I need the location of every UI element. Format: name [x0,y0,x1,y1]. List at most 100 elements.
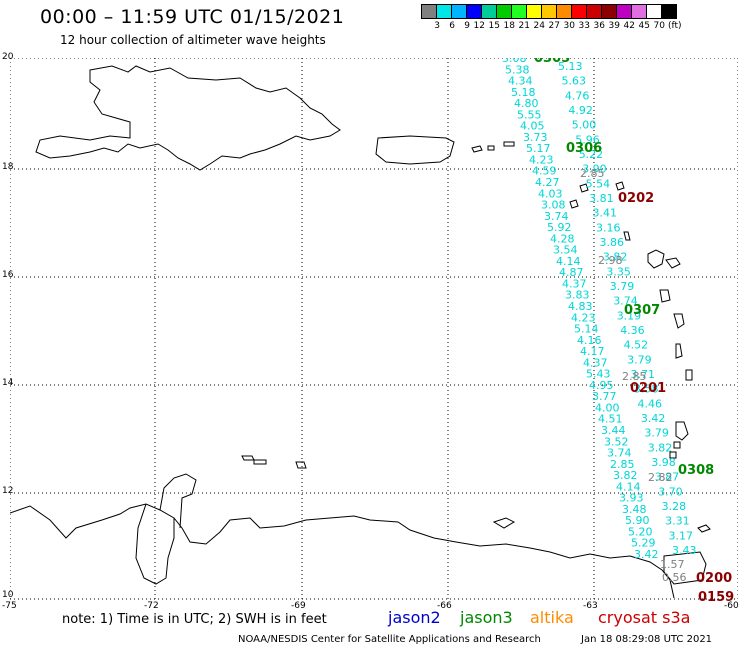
wave-height-value: 3.83 [565,289,590,302]
wave-height-value: 4.51 [598,413,623,426]
pass-time-label: 0201 [630,381,666,396]
wave-height-value: 3.70 [658,485,683,498]
wave-height-value: 4.80 [514,97,539,110]
wave-height-value: 5.38 [505,63,530,76]
wave-height-value: 3.82 [648,441,673,454]
wave-height-value: 4.36 [620,324,645,337]
legend-swatch [646,4,662,19]
wave-height-value: 3.44 [601,424,626,437]
legend-label: 12 [473,21,485,31]
wave-height-value: 5.92 [547,221,572,234]
legend-swatch [586,4,602,19]
legend-label: 70 [653,21,665,31]
longitude-label: -75 [2,601,17,611]
wave-height-value: 3.48 [622,503,647,516]
trinidad [663,551,707,585]
map-subtitle: 12 hour collection of altimeter wave hei… [60,33,326,47]
wave-height-value: 3.41 [593,207,618,220]
low-wave-value: 2.85 [622,370,647,383]
wave-height-value: 3.82 [613,469,638,482]
satellite-name: altika [530,608,574,627]
generation-timestamp: Jan 18 08:29:08 UTC 2021 [581,634,713,645]
low-wave-value: 0.56 [662,571,687,584]
wave-height-value: 3.79 [627,353,652,366]
wave-height-value: 4.28 [550,232,575,245]
wave-height-value: 3.98 [651,456,676,469]
legend-swatch [571,4,587,19]
satellite-name: jason3 [460,608,513,627]
wave-height-value: 3.77 [592,390,617,403]
lake-maracaibo [135,503,175,585]
low-wave-value: 2.82 [648,471,673,484]
wave-height-value: 4.03 [538,187,563,200]
legend-swatch [541,4,557,19]
cyan-wave-track: 5.085.384.345.184.805.554.053.735.174.23… [502,58,697,561]
margarita-island [492,517,516,529]
wave-height-value: 4.34 [508,75,533,88]
wave-height-value: 4.83 [568,300,593,313]
wave-height-value: 3.43 [672,544,697,557]
wave-height-value: 4.95 [589,379,614,392]
hispaniola-coastline [35,65,341,171]
wave-height-value: 4.00 [595,402,620,415]
legend-label: 39 [608,21,620,31]
abc-islands [241,455,307,469]
wave-height-value: 5.43 [586,368,611,381]
wave-height-value: 2.85 [610,458,635,471]
credit-line: NOAA/NESDIS Center for Satellite Applica… [238,634,541,645]
pass-time-label: 0305 [534,58,570,66]
wave-height-value: 5.18 [511,86,536,99]
pass-time-label: 0202 [618,191,654,206]
wave-height-value: 3.52 [604,435,629,448]
wave-height-value: 5.96 [575,133,600,146]
longitude-label: -60 [724,601,739,611]
footer-note: note: 1) Time is in UTC; 2) SWH is in fe… [62,612,327,627]
paraguana-peninsula [159,473,197,529]
wave-height-value: 4.16 [577,334,602,347]
wave-height-value: 3.79 [644,427,669,440]
latitude-label: 10 [2,590,14,600]
longitude-label: -66 [437,601,452,611]
wave-height-value: 5.90 [625,514,650,527]
pass-time-label: 0200 [696,571,732,586]
longitude-label: -63 [583,601,598,611]
puerto-rico-coastline [375,135,455,165]
low-wave-value: 2.98 [598,254,623,267]
color-legend-labels: 3 6 9 12 15 18 21 24 27 30 33 36 39 42 45 70 (ft) [425,21,681,31]
coastlines [10,65,711,599]
latitude-label: 14 [2,378,14,388]
wave-height-value: 5.17 [526,142,551,155]
wave-height-value: 3.17 [669,529,694,542]
legend-swatch [526,4,542,19]
wave-height-value: 4.76 [565,89,590,102]
wave-height-value: 4.52 [624,339,649,352]
wave-height-value: 5.13 [558,60,583,73]
longitude-label: -72 [144,601,159,611]
virgin-islands [471,141,515,153]
map-title: 00:00 – 11:59 UTC 01/15/2021 [40,6,345,28]
legend-swatch [511,4,527,19]
wave-height-value: 3.93 [619,492,644,505]
legend-label: 18 [503,21,515,31]
low-wave-value: 1.57 [660,558,685,571]
pass-time-label: 0159 [698,590,734,603]
legend-label: 42 [623,21,635,31]
satellite-name: cryosat s3a [598,608,691,627]
latitude-label: 20 [2,52,14,62]
wave-height-value: 4.37 [583,356,608,369]
wave-height-value: 5.55 [517,108,542,121]
wave-height-value: 3.81 [589,192,614,205]
wave-height-value: 3.86 [600,236,625,249]
wave-height-value: 5.29 [631,537,656,550]
wave-height-value: 4.23 [529,154,554,167]
wave-height-value: 4.92 [568,104,593,117]
wave-height-value: 3.28 [662,500,687,513]
color-legend [421,4,677,19]
wave-height-value: 4.37 [562,278,587,291]
pass-time-labels: 0305 0306 0202 0307 0201 0308 0200 0159 [534,58,734,603]
latitude-label: 18 [2,162,14,172]
tobago [697,524,711,533]
wave-height-value: 3.73 [523,131,548,144]
wave-height-value: 5.22 [579,148,604,161]
wave-height-value: 3.74 [607,447,632,460]
